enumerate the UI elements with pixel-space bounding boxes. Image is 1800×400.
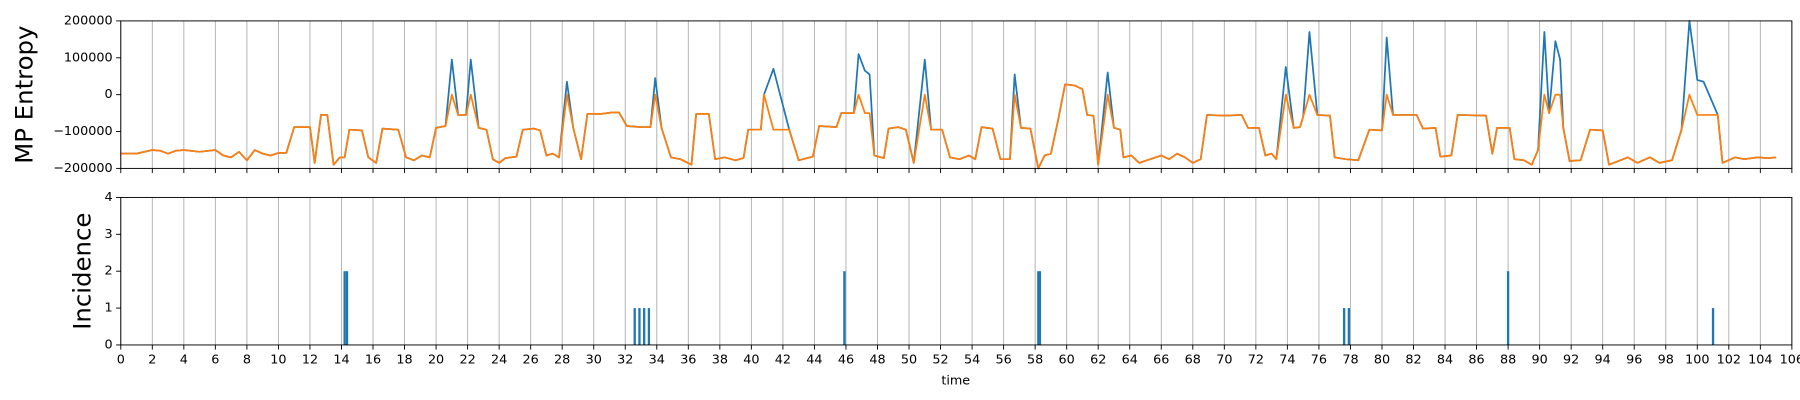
x-tick-label: 80 [1374, 353, 1390, 368]
bar [843, 271, 846, 345]
y-axis-label: MP Entropy [10, 26, 39, 164]
x-tick-label: 38 [712, 353, 728, 368]
bar [1347, 308, 1351, 345]
bar [647, 308, 651, 345]
bar [343, 271, 346, 345]
y-axis-label: Incidence [68, 213, 97, 330]
y-tick-label: 100000 [64, 50, 113, 65]
x-tick-label: 70 [1216, 353, 1232, 368]
x-tick-label: 34 [649, 353, 665, 368]
x-tick-label: 52 [932, 353, 948, 368]
y-tick-label: −200000 [53, 161, 112, 176]
x-tick-label: 88 [1500, 353, 1516, 368]
bar [643, 308, 646, 345]
x-tick-label: 104 [1748, 353, 1772, 368]
x-tick-label: 18 [396, 353, 412, 368]
bar [633, 308, 636, 345]
x-tick-label: 42 [775, 353, 791, 368]
x-axis-label: time [941, 373, 970, 388]
x-tick-label: 2 [148, 353, 156, 368]
bar [345, 271, 349, 345]
x-tick-label: 48 [869, 353, 885, 368]
x-tick-label: 16 [365, 353, 381, 368]
x-tick-label: 24 [491, 353, 507, 368]
bar [1038, 271, 1042, 345]
x-tick-label: 30 [586, 353, 602, 368]
y-tick-label: −100000 [53, 124, 112, 139]
x-tick-label: 94 [1595, 353, 1611, 368]
x-tick-label: 6 [211, 353, 219, 368]
x-tick-label: 86 [1468, 353, 1484, 368]
x-tick-label: 106 [1780, 353, 1800, 368]
x-tick-label: 20 [428, 353, 444, 368]
x-tick-label: 82 [1405, 353, 1421, 368]
x-tick-label: 46 [838, 353, 854, 368]
x-tick-label: 78 [1342, 353, 1358, 368]
x-tick-label: 76 [1311, 353, 1327, 368]
x-tick-label: 98 [1658, 353, 1674, 368]
x-tick-label: 4 [180, 353, 188, 368]
x-tick-label: 44 [806, 353, 822, 368]
x-tick-label: 10 [270, 353, 286, 368]
bar [1711, 308, 1715, 345]
y-tick-label: 3 [105, 227, 113, 242]
x-tick-label: 68 [1185, 353, 1201, 368]
x-tick-label: 0 [117, 353, 125, 368]
bar [638, 308, 641, 345]
x-tick-label: 56 [995, 353, 1011, 368]
data-line [120, 83, 1777, 170]
y-tick-label: 0 [105, 337, 113, 352]
x-tick-label: 100 [1685, 353, 1709, 368]
x-tick-label: 58 [1027, 353, 1043, 368]
x-tick-label: 60 [1059, 353, 1075, 368]
x-tick-label: 74 [1279, 353, 1295, 368]
x-tick-label: 72 [1248, 353, 1264, 368]
y-tick-label: 1 [105, 301, 113, 316]
x-tick-label: 8 [243, 353, 251, 368]
x-tick-label: 36 [680, 353, 696, 368]
x-tick-label: 66 [1153, 353, 1169, 368]
x-tick-label: 62 [1090, 353, 1106, 368]
x-tick-label: 28 [554, 353, 570, 368]
x-tick-label: 102 [1717, 353, 1741, 368]
y-tick-label: 200000 [64, 13, 113, 28]
bar [1506, 271, 1510, 345]
x-tick-label: 40 [743, 353, 759, 368]
x-tick-label: 14 [333, 353, 349, 368]
x-tick-label: 12 [302, 353, 318, 368]
x-tick-label: 64 [1122, 353, 1138, 368]
x-tick-label: 90 [1532, 353, 1548, 368]
x-tick-label: 26 [523, 353, 539, 368]
y-tick-label: 0 [105, 87, 113, 102]
bar [1037, 271, 1040, 345]
plot-frame [120, 196, 1793, 346]
x-tick-label: 50 [901, 353, 917, 368]
x-tick-label: 54 [964, 353, 980, 368]
x-tick-label: 22 [459, 353, 475, 368]
x-tick-label: 96 [1626, 353, 1642, 368]
x-tick-label: 32 [617, 353, 633, 368]
data-line [120, 20, 1777, 170]
y-tick-label: 2 [105, 264, 113, 279]
x-tick-label: 84 [1437, 353, 1453, 368]
x-tick-label: 92 [1563, 353, 1579, 368]
plot-frame [120, 20, 1793, 169]
bar [1342, 308, 1346, 345]
y-tick-label: 4 [105, 190, 113, 205]
